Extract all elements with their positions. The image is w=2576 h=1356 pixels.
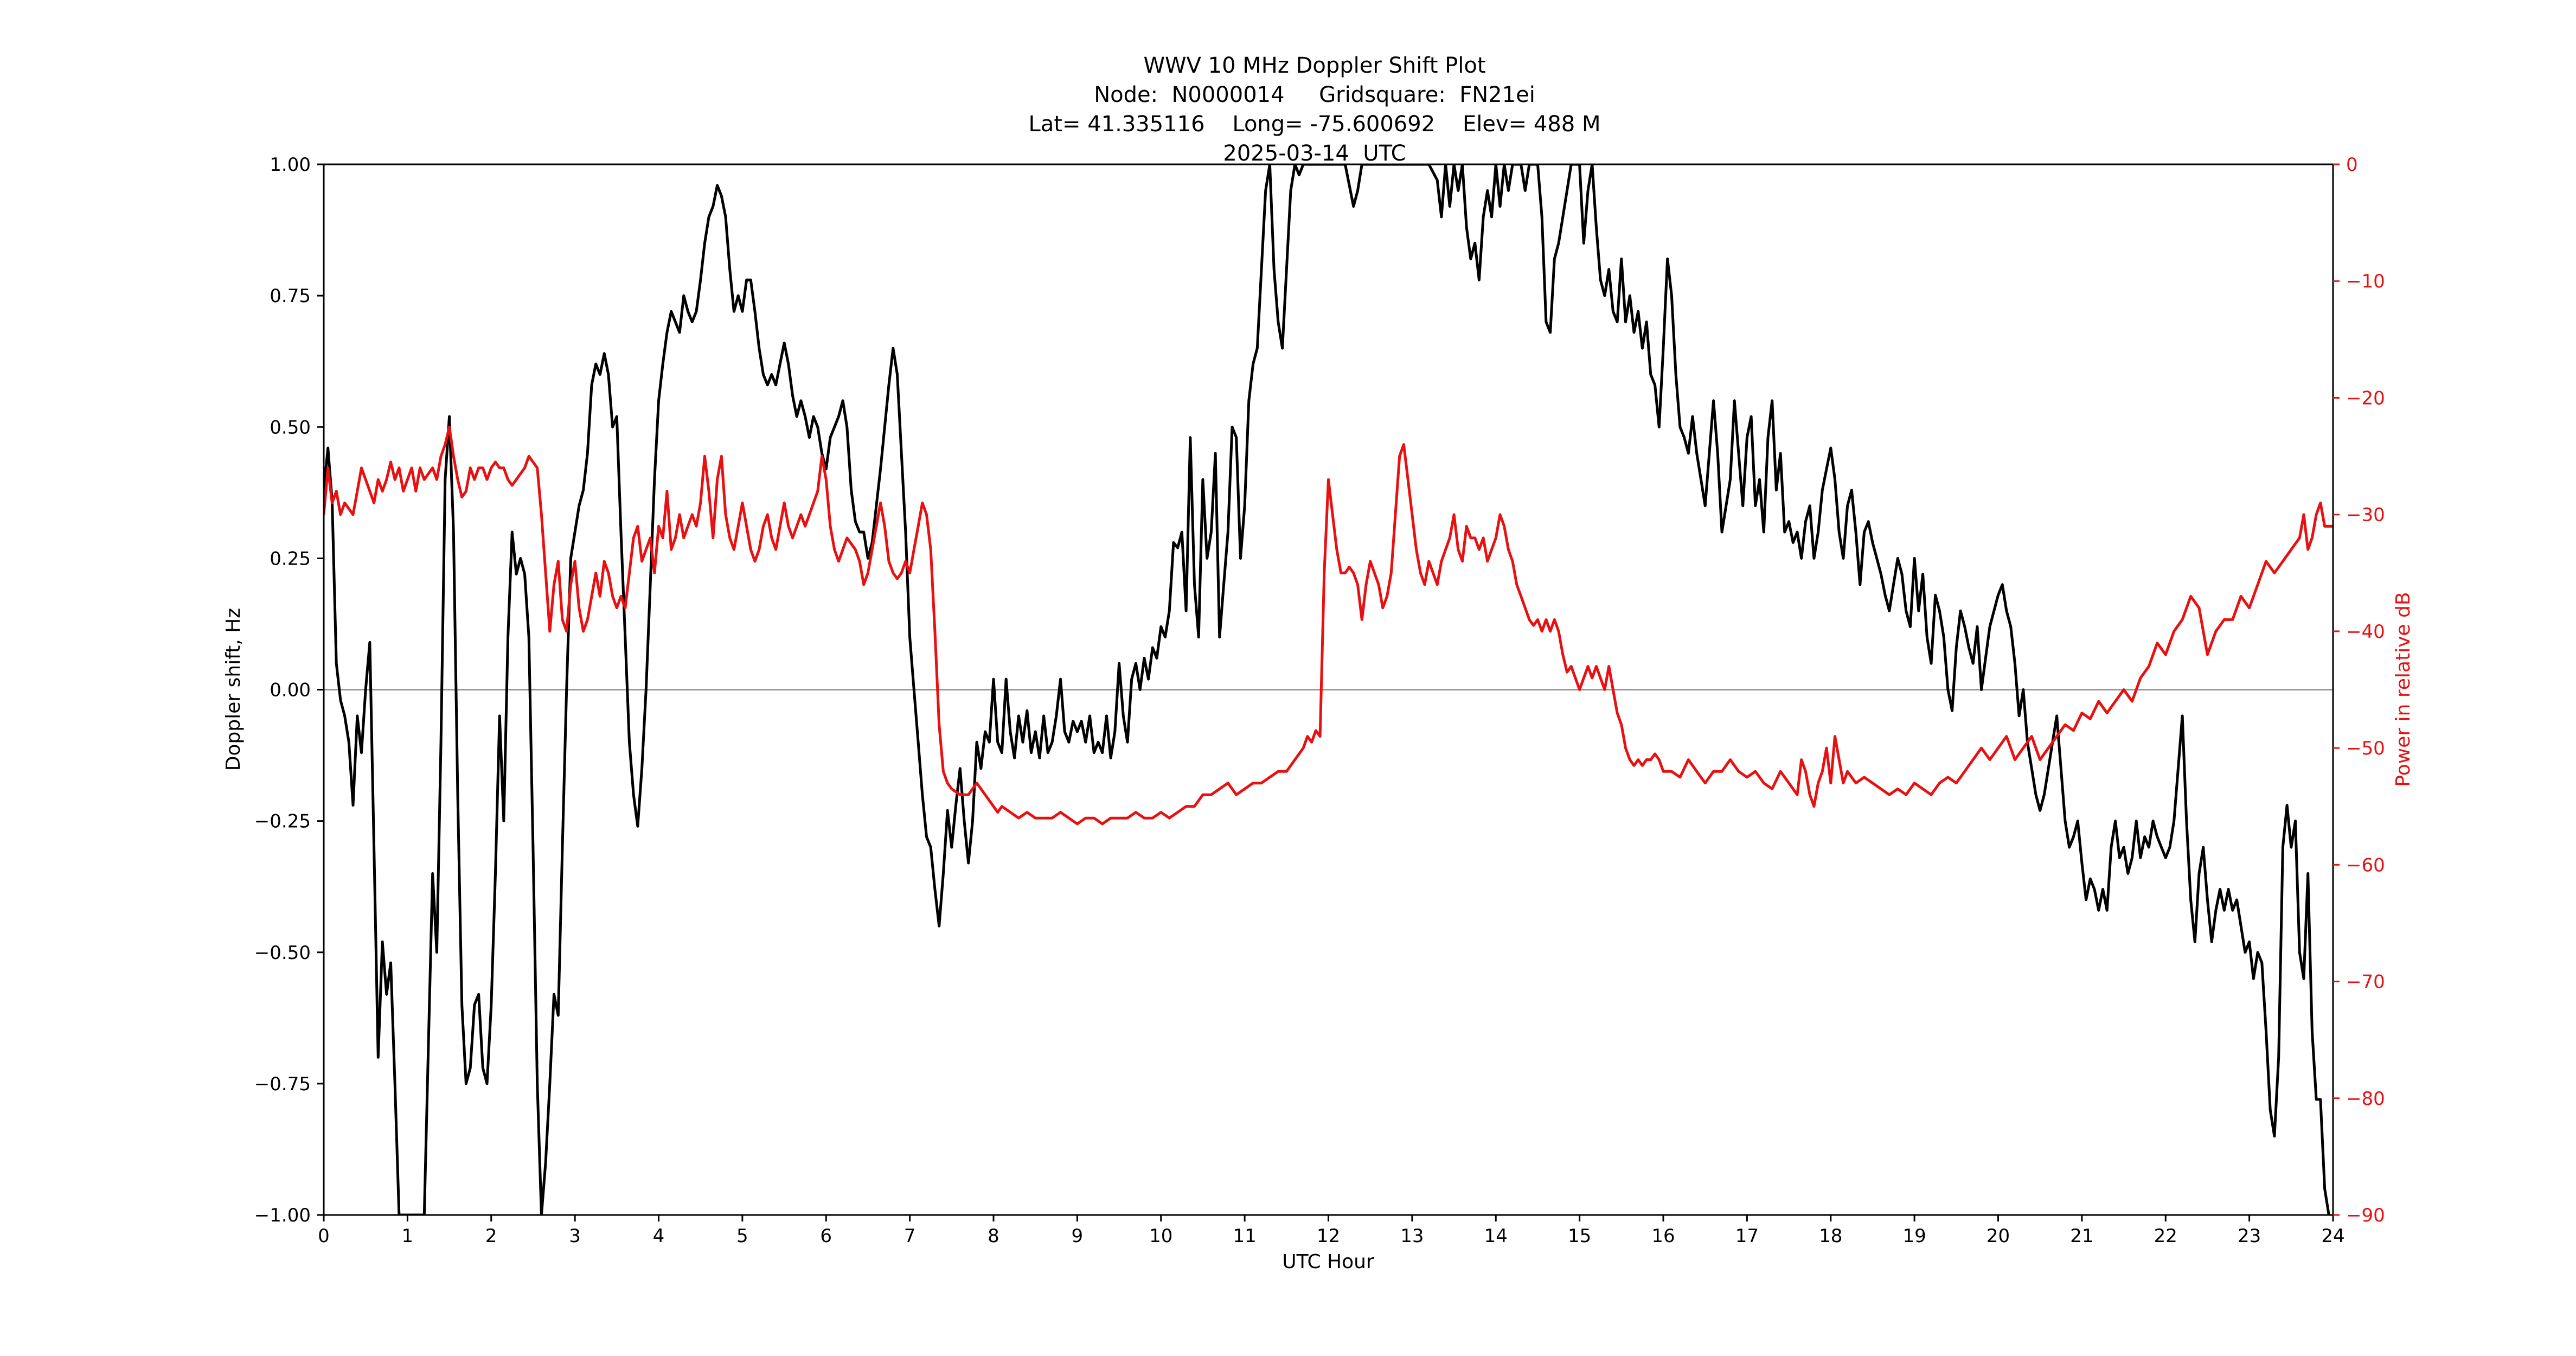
x-tick-label: 1 <box>402 1225 414 1247</box>
x-tick-label: 13 <box>1400 1225 1424 1247</box>
x-tick-label: 23 <box>2238 1225 2261 1247</box>
doppler-series-line <box>324 164 2330 1215</box>
y-right-tick-label: −80 <box>2346 1088 2385 1110</box>
x-tick-label: 10 <box>1149 1225 1172 1247</box>
x-tick-label: 11 <box>1233 1225 1256 1247</box>
y-right-tick-label: −30 <box>2346 504 2385 526</box>
y-right-tick-label: 0 <box>2346 154 2358 176</box>
chart-date-line: 2025-03-14 UTC <box>1223 141 1406 166</box>
x-tick-label: 20 <box>1987 1225 2010 1247</box>
x-tick-label: 2 <box>485 1225 497 1247</box>
x-tick-label: 14 <box>1484 1225 1508 1247</box>
y-left-tick-label: 0.75 <box>270 285 311 307</box>
y-right-tick-label: −40 <box>2346 621 2385 643</box>
y-left-tick-label: −0.25 <box>254 811 311 833</box>
y-right-tick-label: −50 <box>2346 738 2385 759</box>
x-tick-label: 15 <box>1568 1225 1591 1247</box>
x-tick-label: 3 <box>569 1225 581 1247</box>
x-tick-label: 21 <box>2070 1225 2093 1247</box>
y-left-tick-label: 0.00 <box>270 680 311 701</box>
x-tick-label: 8 <box>988 1225 999 1247</box>
chart-node-line: Node: N0000014 Gridsquare: FN21ei <box>1094 82 1535 107</box>
x-tick-label: 6 <box>820 1225 832 1247</box>
chart-title: WWV 10 MHz Doppler Shift Plot <box>1143 53 1485 78</box>
x-tick-label: 17 <box>1735 1225 1759 1247</box>
y-right-tick-label: −10 <box>2346 271 2385 292</box>
y-axis-right-label: Power in relative dB <box>2392 592 2414 786</box>
y-right-tick-label: −70 <box>2346 971 2385 993</box>
power-series-line <box>324 425 2333 826</box>
x-tick-label: 5 <box>736 1225 748 1247</box>
series-layer <box>324 164 2333 1215</box>
y-left-tick-label: 0.25 <box>270 548 311 570</box>
x-tick-label: 4 <box>653 1225 665 1247</box>
chart-location-line: Lat= 41.335116 Long= -75.600692 Elev= 48… <box>1029 112 1601 137</box>
x-tick-label: 12 <box>1317 1225 1340 1247</box>
y-axis-left-label: Doppler shift, Hz <box>222 608 245 771</box>
x-axis-label: UTC Hour <box>1282 1251 1374 1273</box>
x-tick-label: 0 <box>318 1225 330 1247</box>
x-axis: 0 1 2 3 4 5 6 7 8 9 10 11 12 13 14 15 16 17 18 19 20 21 22 23 24 <box>318 1215 2345 1247</box>
y-right-tick-label: −90 <box>2346 1205 2385 1226</box>
y-axis-left: 1.00 0.75 0.50 0.25 0.00 −0.25 −0.50 −0.75 −1.00 <box>254 154 324 1226</box>
x-tick-label: 19 <box>1902 1225 1926 1247</box>
x-tick-label: 16 <box>1651 1225 1675 1247</box>
x-tick-label: 22 <box>2154 1225 2177 1247</box>
y-right-tick-label: −60 <box>2346 854 2385 876</box>
y-left-tick-label: −0.50 <box>254 942 311 964</box>
y-left-tick-label: −0.75 <box>254 1073 311 1095</box>
x-tick-label: 9 <box>1072 1225 1084 1247</box>
y-axis-right: 0 −10 −20 −30 −40 −50 −60 −70 −80 −90 <box>2333 154 2385 1226</box>
y-left-tick-label: 0.50 <box>270 417 311 438</box>
x-tick-label: 7 <box>904 1225 916 1247</box>
x-tick-label: 24 <box>2321 1225 2344 1247</box>
y-left-tick-label: 1.00 <box>270 154 311 176</box>
y-left-tick-label: −1.00 <box>254 1205 311 1226</box>
y-right-tick-label: −20 <box>2346 387 2385 409</box>
x-tick-label: 18 <box>1819 1225 1842 1247</box>
chart-title-block: WWV 10 MHz Doppler Shift Plot Node: N000… <box>1029 53 1601 166</box>
